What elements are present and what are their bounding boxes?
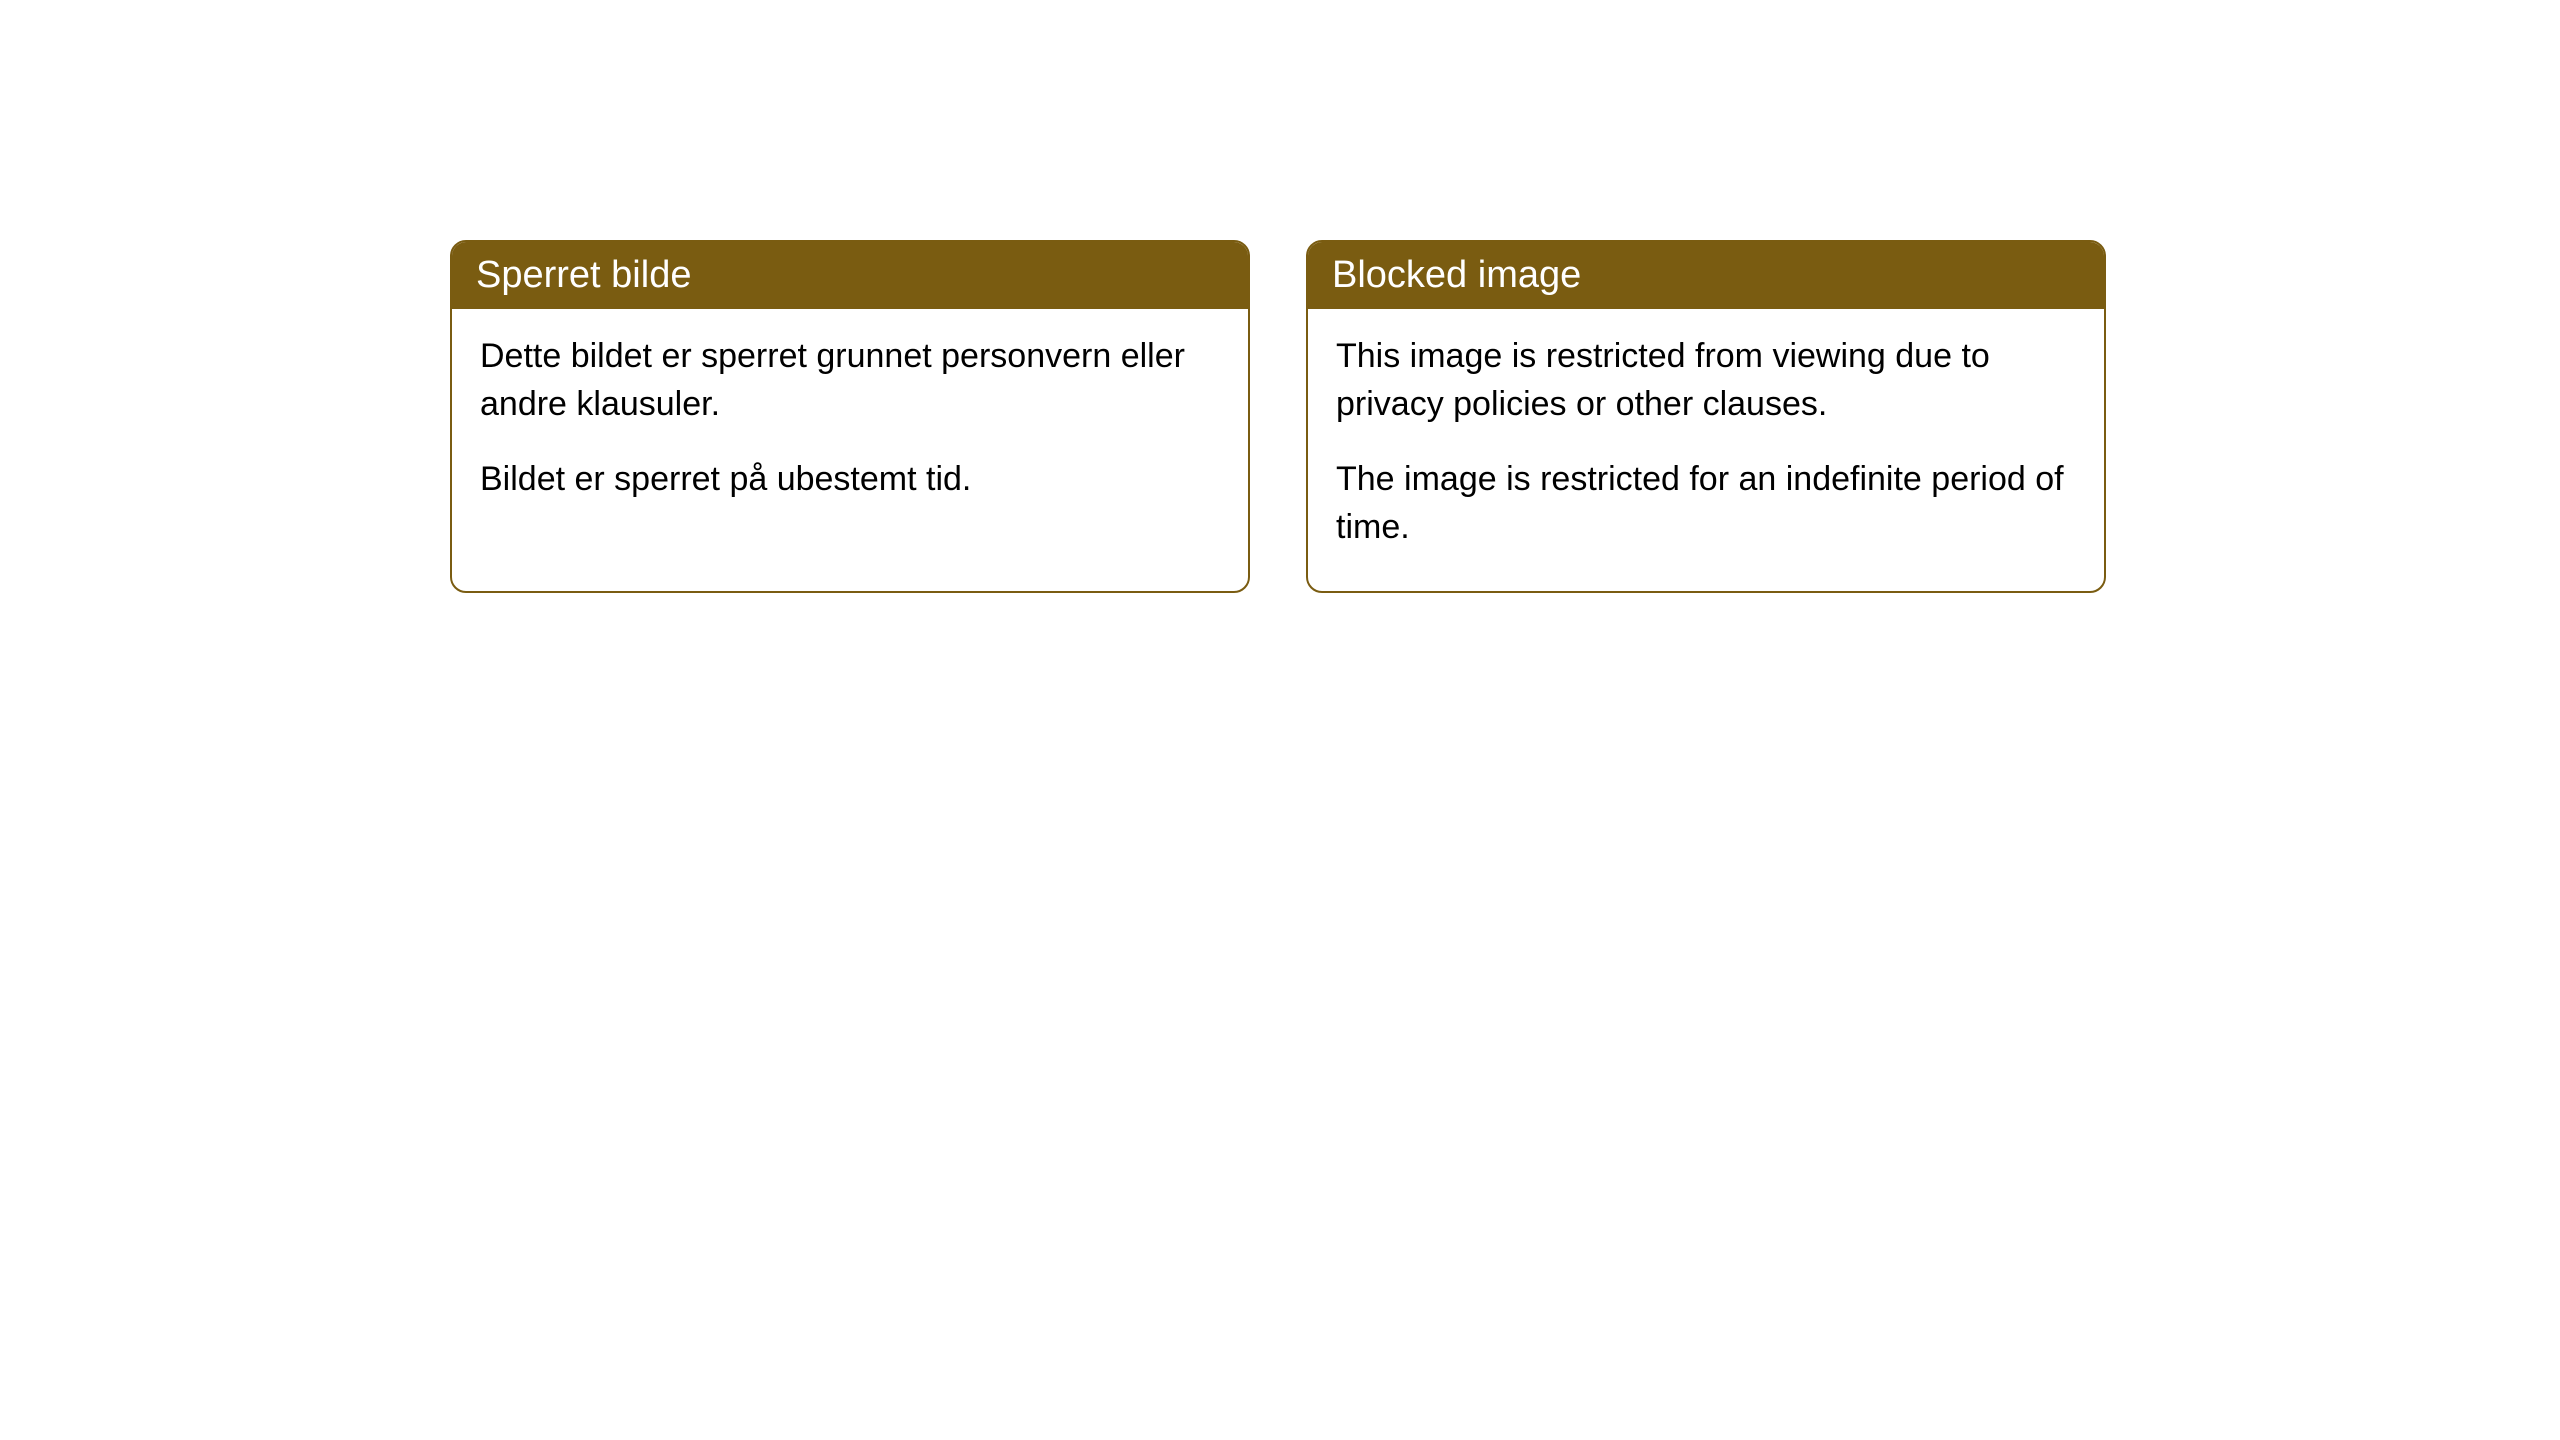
card-paragraph: Dette bildet er sperret grunnet personve… [480, 333, 1220, 428]
card-paragraph: The image is restricted for an indefinit… [1336, 456, 2076, 551]
card-paragraph: Bildet er sperret på ubestemt tid. [480, 456, 1220, 504]
card-title: Blocked image [1332, 254, 1581, 296]
card-header: Blocked image [1308, 242, 2104, 309]
card-paragraph: This image is restricted from viewing du… [1336, 333, 2076, 428]
card-body: This image is restricted from viewing du… [1308, 309, 2104, 591]
card-header: Sperret bilde [452, 242, 1248, 309]
notice-cards-container: Sperret bilde Dette bildet er sperret gr… [450, 240, 2106, 593]
notice-card-english: Blocked image This image is restricted f… [1306, 240, 2106, 593]
card-title: Sperret bilde [476, 254, 691, 296]
notice-card-norwegian: Sperret bilde Dette bildet er sperret gr… [450, 240, 1250, 593]
card-body: Dette bildet er sperret grunnet personve… [452, 309, 1248, 544]
